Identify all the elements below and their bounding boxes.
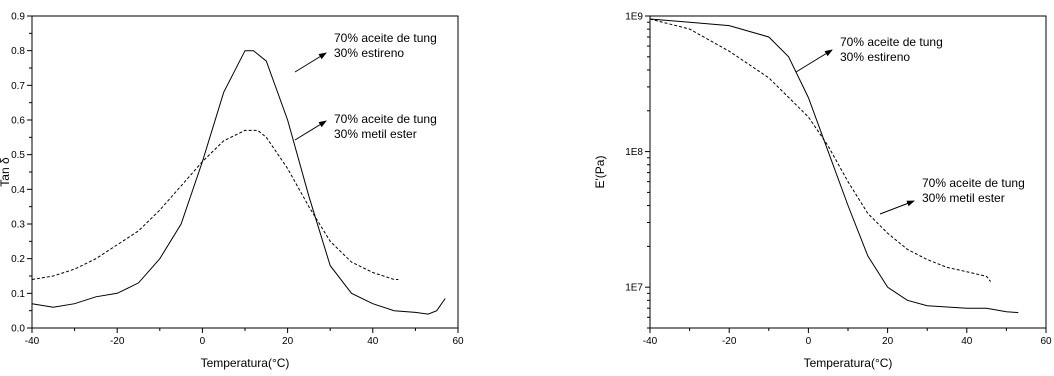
tan-delta-y-tick-label: 0.7 [11, 81, 25, 92]
storage-modulus-x-tick-label: -20 [722, 336, 737, 347]
storage-modulus-y-axis-label: E'(Pa) [593, 156, 607, 189]
tan-delta-chart: -40 -20 0 20 40 60 0.0 0.1 0.2 0.3 0.4 0.5 0.6 0.7 0.8… [0, 12, 464, 371]
tan-delta-y-tick-label: 0.8 [11, 46, 25, 57]
tan-delta-y-tick-label: 0.0 [11, 324, 25, 335]
storage-modulus-series-dashed-line [649, 18, 991, 282]
tan-delta-y-tick-label: 0.5 [11, 150, 25, 161]
tan-delta-y-tick-label: 0.9 [11, 12, 25, 23]
storage-modulus-y-tick-label: 1E7 [625, 283, 643, 294]
storage-modulus-x-tick-label: 0 [806, 336, 812, 347]
tan-delta-annotation-1-line-2: 30% estireno [334, 46, 404, 60]
tan-delta-annotation-1-arrow [294, 52, 327, 73]
tan-delta-y-axis-label: Tan δ [0, 157, 12, 187]
tan-delta-x-tick-label: 0 [200, 336, 206, 347]
tan-delta-x-tick-label: 20 [282, 336, 294, 347]
tan-delta-plot-frame [31, 15, 459, 329]
tan-delta-x-tick-label: 60 [452, 336, 464, 347]
tan-delta-y-tick-label: 0.4 [11, 185, 25, 196]
storage-modulus-x-axis-label: Temperatura(°C) [804, 356, 893, 370]
storage-modulus-x-tick-label: 40 [961, 336, 973, 347]
storage-modulus-annotation-1-line-2: 30% estireno [840, 50, 910, 64]
storage-modulus-x-tick-label: 60 [1040, 336, 1052, 347]
tan-delta-annotation-2-line-1: 70% aceite de tung [334, 112, 437, 126]
tan-delta-series-solid-line [31, 50, 446, 315]
tan-delta-x-tick-label: -20 [110, 336, 125, 347]
tan-delta-annotation-2-line-2: 30% metil ester [334, 127, 417, 141]
storage-modulus-x-tick-label: 20 [882, 336, 894, 347]
storage-modulus-y-tick-label: 1E9 [625, 12, 643, 23]
tan-delta-x-axis-label: Temperatura(°C) [201, 356, 290, 370]
tan-delta-y-tick-label: 0.6 [11, 116, 25, 127]
storage-modulus-x-tick-label: -40 [643, 336, 658, 347]
storage-modulus-annotation-1-arrow [795, 49, 833, 73]
storage-modulus-series-solid-line [649, 18, 1019, 314]
tan-delta-series-dashed-line [31, 129, 399, 280]
tan-delta-y-tick-label: 0.2 [11, 254, 25, 265]
tan-delta-annotation-2-arrow [294, 120, 327, 141]
storage-modulus-annotation-2-line-1: 70% aceite de tung [922, 176, 1025, 190]
tan-delta-annotation-1-line-1: 70% aceite de tung [334, 31, 437, 45]
tan-delta-y-tick-label: 0.3 [11, 220, 25, 231]
tan-delta-x-tick-label: 40 [367, 336, 379, 347]
storage-modulus-annotation-2-arrow [879, 200, 915, 215]
storage-modulus-y-tick-label: 1E8 [625, 147, 643, 158]
storage-modulus-annotation-2-line-2: 30% metil ester [922, 191, 1005, 205]
tan-delta-x-tick-label: -40 [25, 336, 40, 347]
tan-delta-y-tick-label: 0.1 [11, 289, 25, 300]
storage-modulus-annotation-1-line-1: 70% aceite de tung [840, 35, 943, 49]
storage-modulus-chart: -40 -20 0 20 40 60 1E7 1E8 1E9 Temperatura(°C) E… [593, 12, 1052, 371]
